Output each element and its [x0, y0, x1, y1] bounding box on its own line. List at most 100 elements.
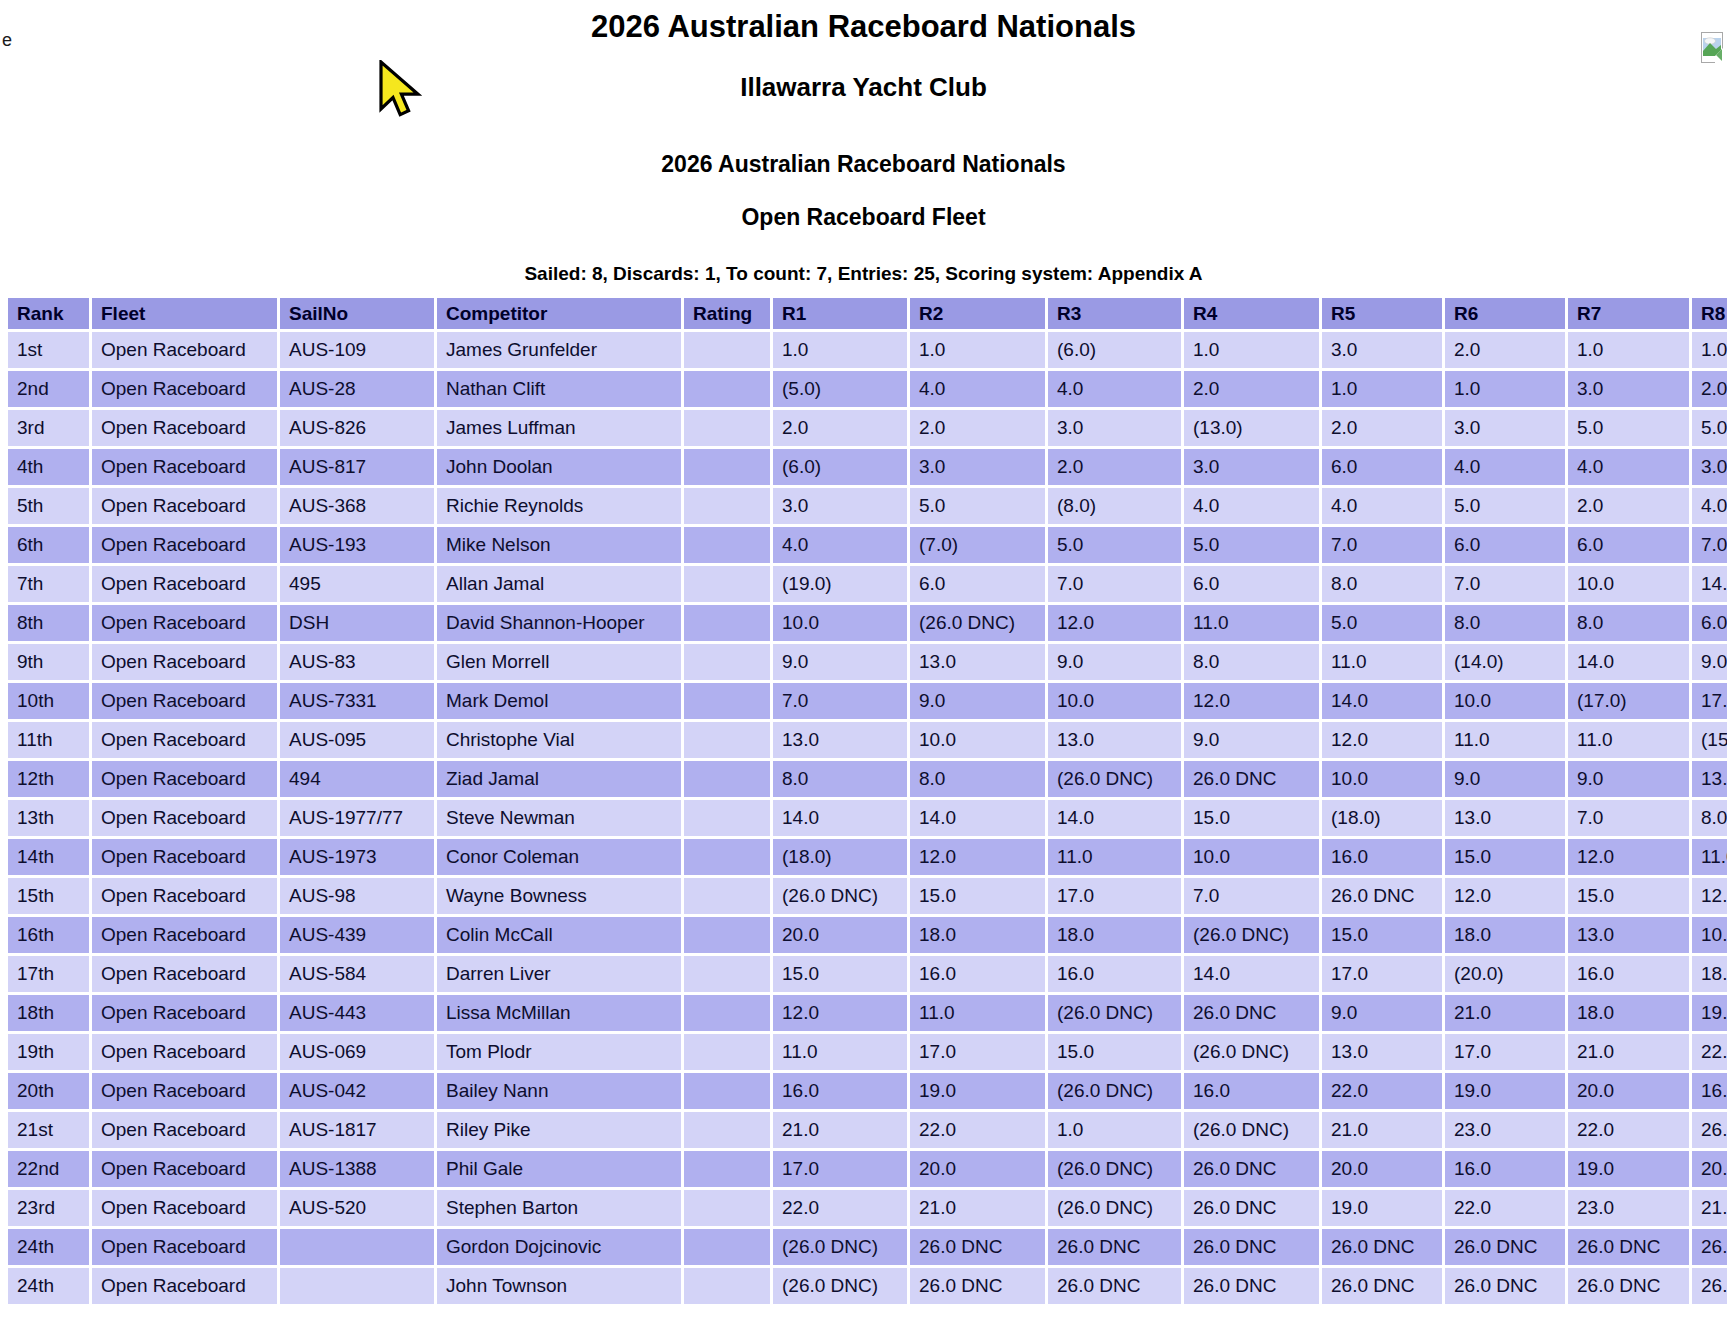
cell-r1: 8.0 — [773, 761, 907, 797]
table-row: 17thOpen RaceboardAUS-584Darren Liver15.… — [8, 956, 1727, 992]
cell-r2: 21.0 — [910, 1190, 1045, 1226]
cell-r3: (26.0 DNC) — [1048, 1190, 1181, 1226]
cell-rank: 10th — [8, 683, 89, 719]
cell-r4: (26.0 DNC) — [1184, 1034, 1319, 1070]
cell-fleet: Open Raceboard — [92, 1151, 277, 1187]
results-table: RankFleetSailNoCompetitorRatingR1R2R3R4R… — [5, 295, 1727, 1307]
cell-r6: 5.0 — [1445, 488, 1565, 524]
cell-r6: 12.0 — [1445, 878, 1565, 914]
cell-rating — [684, 761, 770, 797]
table-row: 18thOpen RaceboardAUS-443Lissa McMillan1… — [8, 995, 1727, 1031]
cell-r3: 1.0 — [1048, 1112, 1181, 1148]
cell-competitor: Steve Newman — [437, 800, 681, 836]
cell-r6: 3.0 — [1445, 410, 1565, 446]
cell-competitor: Darren Liver — [437, 956, 681, 992]
cell-rating — [684, 527, 770, 563]
cell-r5: 21.0 — [1322, 1112, 1442, 1148]
cell-r7: 20.0 — [1568, 1073, 1689, 1109]
cell-r3: 7.0 — [1048, 566, 1181, 602]
table-row: 13thOpen RaceboardAUS-1977/77Steve Newma… — [8, 800, 1727, 836]
cell-sailno: AUS-1977/77 — [280, 800, 434, 836]
cell-r3: 14.0 — [1048, 800, 1181, 836]
cell-r6: (20.0) — [1445, 956, 1565, 992]
cell-rank: 13th — [8, 800, 89, 836]
table-row: 2ndOpen RaceboardAUS-28Nathan Clift(5.0)… — [8, 371, 1727, 407]
cell-rating — [684, 878, 770, 914]
cell-r7: 26.0 DNC — [1568, 1268, 1689, 1304]
cell-rating — [684, 1229, 770, 1265]
cell-r5: 17.0 — [1322, 956, 1442, 992]
cell-r8: 26.0 DNC — [1692, 1268, 1727, 1304]
cell-rating — [684, 683, 770, 719]
cell-rating — [684, 605, 770, 641]
cell-r3: 16.0 — [1048, 956, 1181, 992]
cell-sailno — [280, 1268, 434, 1304]
cell-rank: 15th — [8, 878, 89, 914]
cell-r4: 26.0 DNC — [1184, 1229, 1319, 1265]
cell-rating — [684, 371, 770, 407]
cell-r7: 2.0 — [1568, 488, 1689, 524]
table-row: 8thOpen RaceboardDSHDavid Shannon-Hooper… — [8, 605, 1727, 641]
cell-r3: 3.0 — [1048, 410, 1181, 446]
cell-sailno: AUS-28 — [280, 371, 434, 407]
cell-r2: 1.0 — [910, 332, 1045, 368]
column-header-r1: R1 — [773, 298, 907, 329]
cell-r8: 22.0 — [1692, 1034, 1727, 1070]
cell-r5: 16.0 — [1322, 839, 1442, 875]
cell-r7: 3.0 — [1568, 371, 1689, 407]
table-row: 3rdOpen RaceboardAUS-826James Luffman2.0… — [8, 410, 1727, 446]
cell-fleet: Open Raceboard — [92, 761, 277, 797]
cell-sailno: AUS-584 — [280, 956, 434, 992]
cell-sailno: AUS-98 — [280, 878, 434, 914]
cell-fleet: Open Raceboard — [92, 683, 277, 719]
cell-r6: 6.0 — [1445, 527, 1565, 563]
cell-r4: 9.0 — [1184, 722, 1319, 758]
cell-sailno: DSH — [280, 605, 434, 641]
cell-rank: 5th — [8, 488, 89, 524]
cell-r3: 10.0 — [1048, 683, 1181, 719]
cell-rating — [684, 1112, 770, 1148]
cell-r1: 16.0 — [773, 1073, 907, 1109]
cell-r8: 9.0 — [1692, 644, 1727, 680]
table-row: 21stOpen RaceboardAUS-1817Riley Pike21.0… — [8, 1112, 1727, 1148]
cell-r4: (26.0 DNC) — [1184, 1112, 1319, 1148]
cell-r3: (8.0) — [1048, 488, 1181, 524]
cell-r1: 4.0 — [773, 527, 907, 563]
cell-rank: 1st — [8, 332, 89, 368]
cell-r8: 5.0 — [1692, 410, 1727, 446]
cell-competitor: Allan Jamal — [437, 566, 681, 602]
table-row: 24thOpen RaceboardGordon Dojcinovic(26.0… — [8, 1229, 1727, 1265]
cell-r5: 10.0 — [1322, 761, 1442, 797]
cell-r4: 8.0 — [1184, 644, 1319, 680]
cell-r2: (26.0 DNC) — [910, 605, 1045, 641]
cell-r8: 20.0 — [1692, 1151, 1727, 1187]
cell-r4: 4.0 — [1184, 488, 1319, 524]
table-row: 4thOpen RaceboardAUS-817John Doolan(6.0)… — [8, 449, 1727, 485]
column-header-r4: R4 — [1184, 298, 1319, 329]
cell-r1: 22.0 — [773, 1190, 907, 1226]
cell-rank: 18th — [8, 995, 89, 1031]
cell-r6: 7.0 — [1445, 566, 1565, 602]
cell-r7: 22.0 — [1568, 1112, 1689, 1148]
cell-r1: 10.0 — [773, 605, 907, 641]
cell-r1: 3.0 — [773, 488, 907, 524]
cell-sailno: AUS-439 — [280, 917, 434, 953]
cell-r4: 7.0 — [1184, 878, 1319, 914]
cell-sailno: AUS-069 — [280, 1034, 434, 1070]
cell-rank: 16th — [8, 917, 89, 953]
cell-competitor: Wayne Bowness — [437, 878, 681, 914]
cell-competitor: Christophe Vial — [437, 722, 681, 758]
cell-rating — [684, 917, 770, 953]
cell-r7: 6.0 — [1568, 527, 1689, 563]
cell-r5: 9.0 — [1322, 995, 1442, 1031]
cell-r1: (26.0 DNC) — [773, 878, 907, 914]
cell-rank: 23rd — [8, 1190, 89, 1226]
cell-sailno: AUS-109 — [280, 332, 434, 368]
cell-sailno: 495 — [280, 566, 434, 602]
cell-r8: 3.0 — [1692, 449, 1727, 485]
cell-r8: 16.0 — [1692, 1073, 1727, 1109]
cell-r2: 11.0 — [910, 995, 1045, 1031]
cell-r7: 18.0 — [1568, 995, 1689, 1031]
cell-r7: 11.0 — [1568, 722, 1689, 758]
cell-r7: 14.0 — [1568, 644, 1689, 680]
